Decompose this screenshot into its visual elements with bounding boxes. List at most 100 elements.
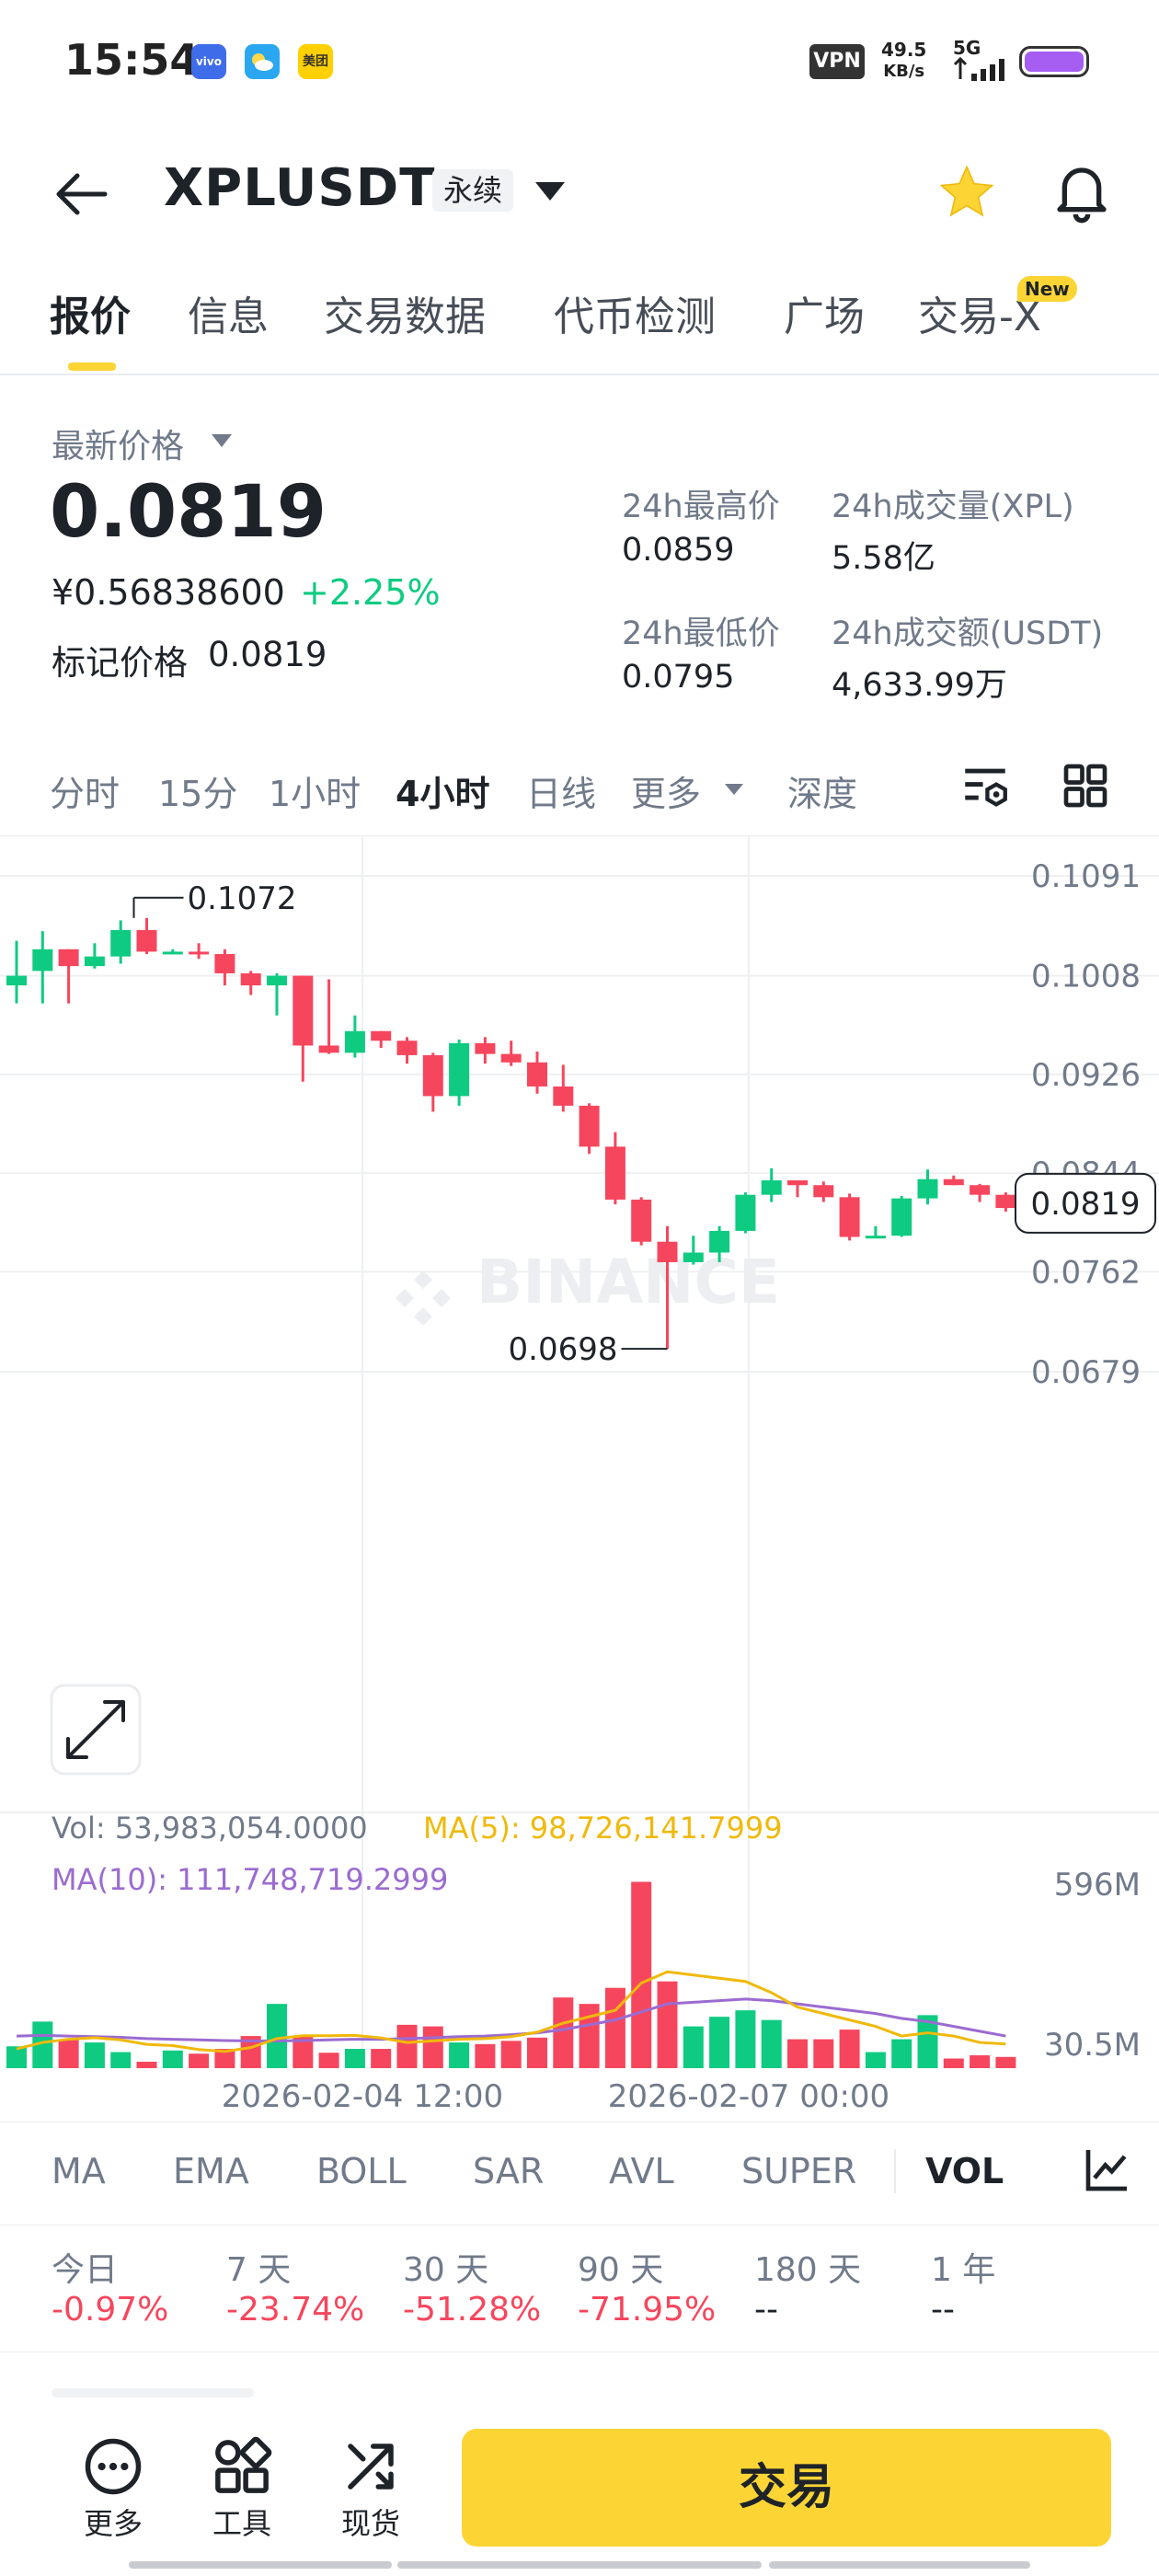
period-depth[interactable]: 深度	[787, 774, 858, 814]
tab-quote[interactable]: 报价	[50, 293, 131, 340]
caret-down-icon[interactable]	[534, 180, 567, 204]
high-24h-label: 24h最高价	[622, 489, 780, 525]
network-speed-value: 49.5	[881, 39, 927, 61]
drag-handle	[52, 2388, 254, 2398]
indicator-vol[interactable]: VOL	[925, 2151, 1004, 2191]
indicator-avl[interactable]: AVL	[609, 2151, 674, 2191]
perf-180d-value: --	[754, 2291, 778, 2329]
perf-1y-value: --	[931, 2291, 955, 2329]
candle-body	[970, 1185, 991, 1195]
caret-down-small-icon[interactable]	[723, 782, 745, 797]
tab-trade-data[interactable]: 交易数据	[324, 293, 486, 340]
volume-bar	[318, 2053, 339, 2068]
volume-bar	[371, 2049, 392, 2068]
tab-token-check[interactable]: 代币检测	[554, 293, 716, 340]
volume-24h-label: 24h成交量(XPL)	[832, 489, 1074, 525]
more-icon[interactable]	[83, 2436, 143, 2497]
last-price-box	[1015, 1172, 1156, 1234]
ma10-line	[16, 1997, 1006, 2042]
candle-body	[813, 1185, 834, 1198]
perf-1y-label: 1 年	[931, 2251, 996, 2289]
candle-body	[396, 1041, 418, 1055]
volume-bar	[813, 2039, 834, 2068]
candle-body	[293, 975, 314, 1046]
time-tick-label: 2026-02-07 00:00	[608, 2078, 889, 2115]
nav-tools-label[interactable]: 工具	[212, 2506, 271, 2541]
price-tick-label: 0.0926	[1031, 1057, 1141, 1094]
last-price: 0.0819	[50, 471, 327, 554]
tab-info[interactable]: 信息	[188, 293, 269, 340]
trade-button[interactable]: 交易	[462, 2429, 1111, 2547]
price-change: +2.25%	[300, 572, 441, 613]
candle-body	[449, 1042, 470, 1097]
bell-icon[interactable]	[1052, 160, 1111, 224]
meituan-app-icon: 美团	[298, 44, 333, 79]
indicator-boll[interactable]: BOLL	[316, 2151, 407, 2191]
back-arrow-icon[interactable]	[53, 171, 109, 217]
binance-watermark: BINANCE	[396, 1247, 780, 1326]
vpn-badge: VPN	[809, 44, 865, 79]
network-speed-unit: KB/s	[883, 62, 925, 81]
volume-bar	[267, 2004, 287, 2068]
candle-body	[136, 929, 157, 952]
volume-bar	[214, 2049, 235, 2068]
volume-bar	[240, 2036, 261, 2068]
status-bar: 15:54 vivo 美团 VPN 49.5 KB/s 5G	[0, 0, 1159, 129]
period-1h[interactable]: 1小时	[269, 774, 361, 814]
signal-icon	[953, 57, 1004, 81]
nav-more-label[interactable]: 更多	[83, 2506, 143, 2541]
ma5-line	[16, 1970, 1006, 2053]
high-24h-value: 0.0859	[622, 532, 735, 569]
perf-30d-label: 30 天	[403, 2251, 489, 2289]
candle-body	[422, 1054, 443, 1097]
candle-body	[371, 1030, 392, 1041]
perf-today-label: 今日	[52, 2251, 119, 2289]
symbol-title[interactable]: XPLUSDT	[164, 158, 436, 218]
candle-body	[579, 1105, 600, 1147]
period-more[interactable]: 更多	[631, 774, 702, 814]
time-tick-label: 2026-02-04 12:00	[222, 2078, 503, 2115]
expand-button[interactable]	[50, 1684, 142, 1776]
indicator-ma[interactable]: MA	[52, 2151, 106, 2191]
volume-label: Vol: 53,983,054.0000	[52, 1811, 368, 1846]
star-icon[interactable]	[936, 162, 997, 223]
price-markers: 0.1072 0.0698 0.0819	[132, 880, 1156, 1368]
volume-bar	[527, 2037, 547, 2068]
new-badge: New	[1017, 276, 1077, 302]
tab-square[interactable]: 广场	[784, 293, 865, 340]
ma5-label: MA(5): 98,726,141.7999	[423, 1811, 783, 1846]
chart-settings-icon[interactable]	[958, 760, 1012, 813]
nav-spot-label[interactable]: 现货	[340, 2506, 400, 2541]
volume-bar	[475, 2043, 496, 2068]
indicator-sar[interactable]: SAR	[473, 2151, 545, 2191]
indicator-chart-icon[interactable]	[1082, 2144, 1133, 2195]
ma10-label: MA(10): 111,748,719.2999	[52, 1862, 448, 1897]
volume-bar	[58, 2040, 79, 2068]
tools-icon[interactable]	[212, 2436, 272, 2497]
period-4h[interactable]: 4小时	[396, 774, 490, 814]
indicator-ema[interactable]: EMA	[173, 2151, 249, 2191]
volume-bar	[787, 2039, 808, 2068]
spot-swap-icon[interactable]	[340, 2436, 401, 2497]
volume-bar	[136, 2062, 157, 2068]
volume-bar	[970, 2055, 991, 2068]
volume-bar	[839, 2030, 860, 2068]
candle-body	[839, 1197, 860, 1237]
period-15m[interactable]: 15分	[158, 774, 238, 814]
price-tick-label: 0.0679	[1031, 1354, 1141, 1391]
candle-body	[553, 1086, 574, 1106]
candle-body	[475, 1042, 496, 1054]
candle-body	[318, 1045, 339, 1053]
grid-layout-icon[interactable]	[1060, 760, 1111, 811]
last-price-label[interactable]: 最新价格	[52, 428, 185, 466]
candle-body	[683, 1252, 704, 1262]
candle-body	[943, 1179, 964, 1186]
network-speed: 49.5 KB/s	[881, 39, 926, 83]
period-timeshare[interactable]: 分时	[50, 774, 120, 814]
period-daily[interactable]: 日线	[526, 774, 597, 814]
turnover-24h-label: 24h成交额(USDT)	[832, 615, 1104, 652]
candle-body	[267, 975, 287, 986]
candlestick-chart[interactable]: BINANCE 0.10910.10080.09260.08440.07620.…	[0, 835, 1159, 2116]
indicator-super[interactable]: SUPER	[741, 2151, 857, 2191]
caret-down-small-icon[interactable]	[210, 432, 234, 449]
